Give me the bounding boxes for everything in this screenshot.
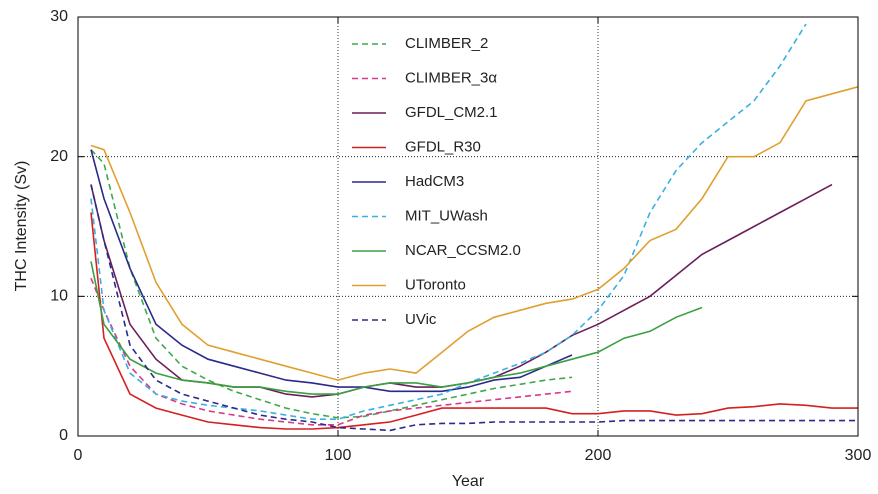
legend-label: HadCM3	[405, 173, 464, 190]
series-line	[90, 23, 807, 420]
series-line	[90, 149, 573, 419]
y-tick-label: 30	[50, 8, 68, 25]
series-line	[90, 184, 858, 432]
x-tick-label: 200	[585, 447, 612, 464]
x-tick-label: 0	[74, 447, 83, 464]
legend-label: GFDL_R30	[405, 138, 481, 155]
series-line	[90, 277, 573, 426]
x-axis-label: Year	[452, 473, 485, 490]
legend-label: UToronto	[405, 276, 466, 293]
plot-frame	[77, 16, 859, 437]
x-tick-label: 100	[325, 447, 352, 464]
legend-label: CLIMBER_2	[405, 35, 488, 52]
x-tick-label: 300	[845, 447, 872, 464]
series-line	[90, 261, 703, 395]
legend-label: GFDL_CM2.1	[405, 104, 498, 121]
y-tick-label: 0	[59, 427, 68, 444]
series-line	[90, 86, 859, 381]
series-line	[90, 149, 573, 393]
legend-label: MIT_UWash	[405, 207, 488, 224]
y-tick-label: 10	[50, 288, 68, 305]
series-line	[90, 212, 858, 430]
legend-label: CLIMBER_3α	[405, 69, 497, 86]
legend-label: UVic	[405, 311, 437, 328]
legend-label: NCAR_CCSM2.0	[405, 242, 521, 259]
y-tick-label: 20	[50, 148, 68, 165]
y-axis-label: THC Intensity (Sv)	[13, 161, 30, 292]
